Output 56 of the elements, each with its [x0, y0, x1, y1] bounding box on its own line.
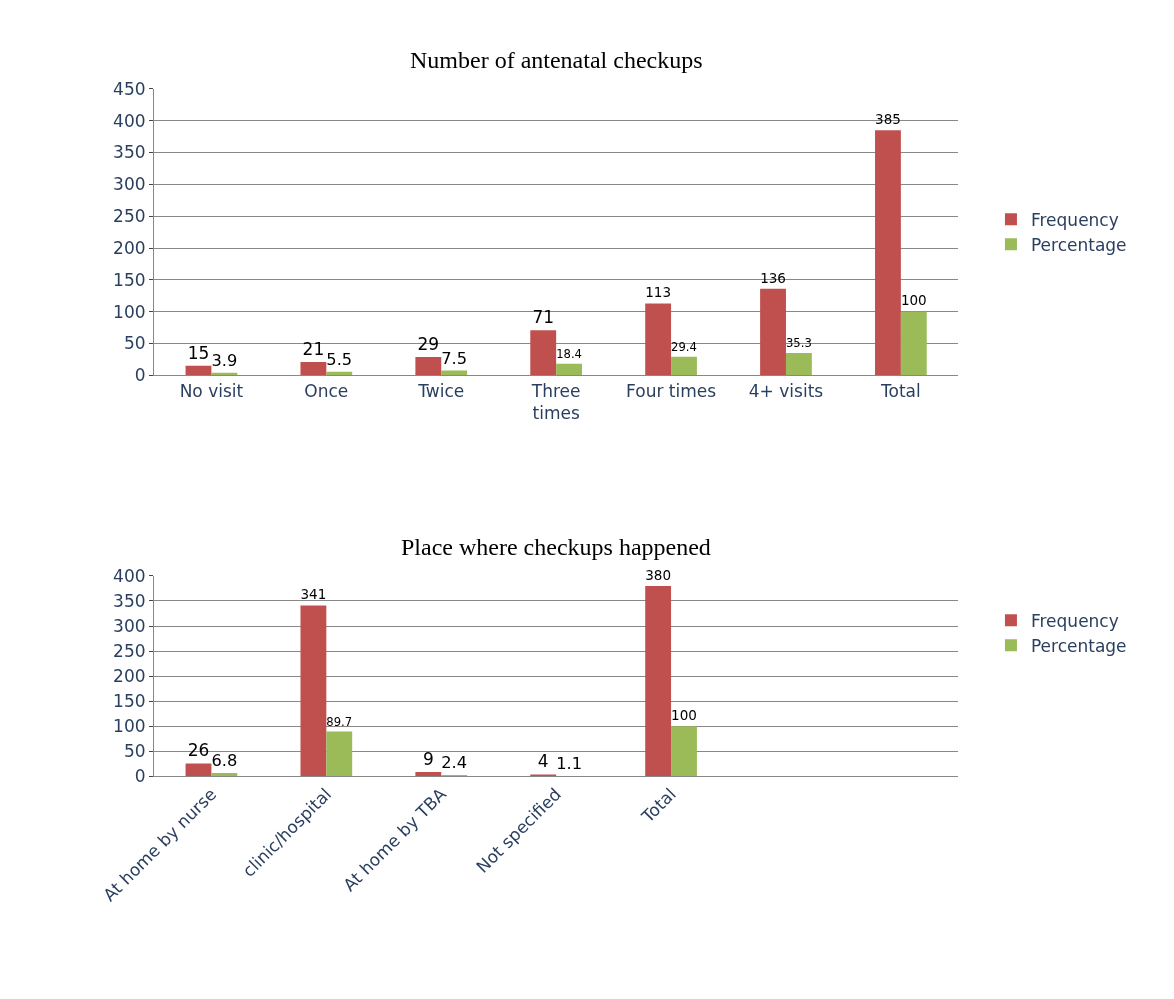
data-label: 18.4	[556, 346, 583, 361]
data-label: 9	[422, 748, 434, 769]
data-label: 7.5	[441, 348, 468, 368]
data-label: 29	[417, 333, 440, 354]
data-label: 1.1	[556, 754, 582, 774]
y-tick-label: 400	[113, 565, 146, 586]
y-tick-label: 50	[123, 333, 146, 354]
data-label: 385	[875, 111, 901, 128]
legend-label: Percentage	[1030, 234, 1127, 255]
chart-title: Number of antenatal checkups	[410, 47, 703, 73]
data-label: 136	[760, 269, 786, 286]
data-label: 29.4	[671, 339, 697, 354]
data-label: 380	[645, 566, 672, 583]
y-tick-label: 300	[113, 174, 146, 195]
legend-label: Frequency	[1030, 610, 1119, 631]
x-tick-label: Once	[304, 380, 349, 401]
data-label: 89.7	[326, 714, 353, 729]
y-tick-label: 150	[113, 691, 146, 712]
data-label: 3.9	[211, 351, 238, 371]
y-tick-label: 0	[134, 766, 146, 787]
data-label: 35.3	[785, 336, 812, 351]
y-tick-label: 450	[113, 78, 146, 99]
y-tick-label: 400	[113, 110, 146, 131]
data-label: 5.5	[326, 350, 353, 370]
x-tick-label: Total	[880, 380, 921, 401]
data-label: 21	[302, 338, 325, 359]
legend-label: Frequency	[1030, 209, 1119, 230]
x-tick-label: Twice	[417, 380, 465, 401]
data-label: 113	[645, 284, 672, 301]
x-tick-label: 4+ visits	[748, 380, 824, 401]
data-label: 2.4	[441, 753, 468, 773]
data-label: 15	[187, 342, 210, 363]
y-tick-label: 350	[113, 142, 146, 163]
y-tick-label: 100	[113, 716, 146, 737]
x-tick-label: Four times	[626, 380, 717, 401]
data-label: 71	[532, 307, 555, 328]
chart-title: Place where checkups happened	[401, 534, 711, 560]
data-label: 100	[671, 707, 697, 724]
data-label: 26	[187, 740, 210, 761]
y-tick-label: 350	[113, 590, 146, 611]
legend-label: Percentage	[1030, 635, 1127, 656]
data-label: 341	[300, 586, 327, 603]
y-tick-label: 150	[113, 269, 146, 290]
y-tick-label: 100	[113, 301, 146, 322]
data-label: 4	[537, 751, 549, 772]
y-tick-label: 200	[113, 666, 146, 687]
y-tick-label: 250	[113, 641, 146, 662]
y-tick-label: 200	[113, 237, 146, 258]
data-label: 100	[900, 292, 927, 309]
y-tick-label: 50	[123, 741, 146, 762]
y-tick-label: 250	[113, 206, 146, 227]
y-tick-label: 300	[113, 615, 146, 636]
y-tick-label: 0	[134, 365, 146, 386]
data-label: 6.8	[211, 751, 238, 771]
x-tick-label: No visit	[179, 380, 244, 401]
x-tick-label: Three times	[530, 380, 581, 423]
